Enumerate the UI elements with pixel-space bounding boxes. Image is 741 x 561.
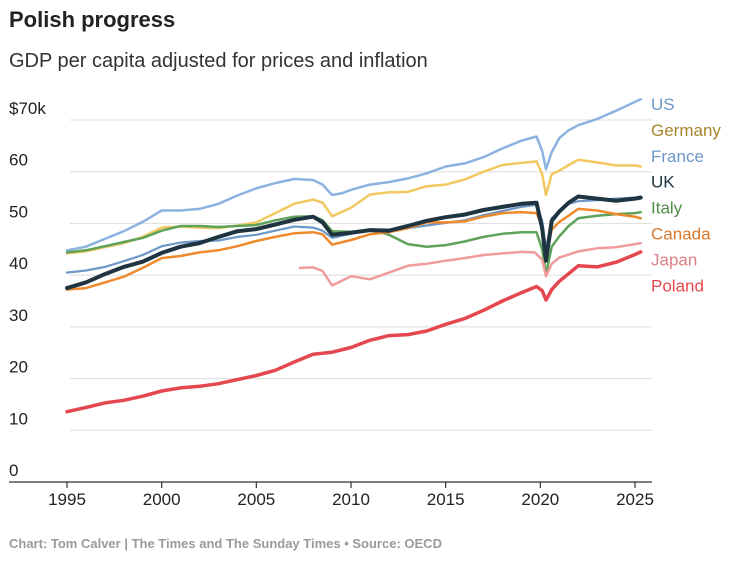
legend-label-uk: UK: [651, 173, 675, 192]
legend-label-us: US: [651, 95, 675, 114]
chart-title: Polish progress: [9, 7, 176, 32]
legend-label-poland: Poland: [651, 276, 704, 295]
x-tick-label: 2010: [332, 490, 370, 509]
series-line-italy: [65, 210, 642, 276]
series-line-uk: [65, 194, 643, 291]
y-axis-labels: 0 10 20 30 40 50 60 $70k: [9, 99, 46, 480]
legend: US Germany France UK Italy Canada Japan Poland: [651, 95, 721, 295]
series-line-poland: [65, 250, 643, 414]
y-tick-label: 10: [9, 409, 28, 428]
x-axis: 1995 2000 2005 2010 2015 2020 2025: [9, 481, 654, 509]
legend-label-france: France: [651, 147, 704, 166]
y-tick-label: 30: [9, 306, 28, 325]
x-tick-label: 2025: [616, 490, 654, 509]
y-tick-label: 0: [9, 461, 18, 480]
x-tick-label: 2020: [521, 490, 559, 509]
legend-label-italy: Italy: [651, 199, 683, 218]
x-tick-label: 1995: [48, 490, 86, 509]
series-line-japan: [298, 241, 642, 287]
y-tick-label: $70k: [9, 99, 46, 118]
x-tick-label: 2005: [237, 490, 275, 509]
legend-label-canada: Canada: [651, 225, 711, 244]
source-footer: Chart: Tom Calver | The Times and The Su…: [9, 536, 442, 551]
series-lines: [65, 98, 643, 414]
y-tick-label: 20: [9, 358, 28, 377]
legend-label-japan: Japan: [651, 250, 697, 269]
y-tick-label: 60: [9, 151, 28, 170]
gridlines: [70, 119, 652, 431]
chart-subtitle: GDP per capita adjusted for prices and i…: [9, 50, 428, 72]
x-tick-label: 2000: [143, 490, 181, 509]
x-tick-label: 2015: [427, 490, 465, 509]
legend-label-germany: Germany: [651, 121, 721, 140]
y-tick-label: 50: [9, 202, 28, 221]
y-tick-label: 40: [9, 254, 28, 273]
series-line-us: [65, 98, 642, 252]
